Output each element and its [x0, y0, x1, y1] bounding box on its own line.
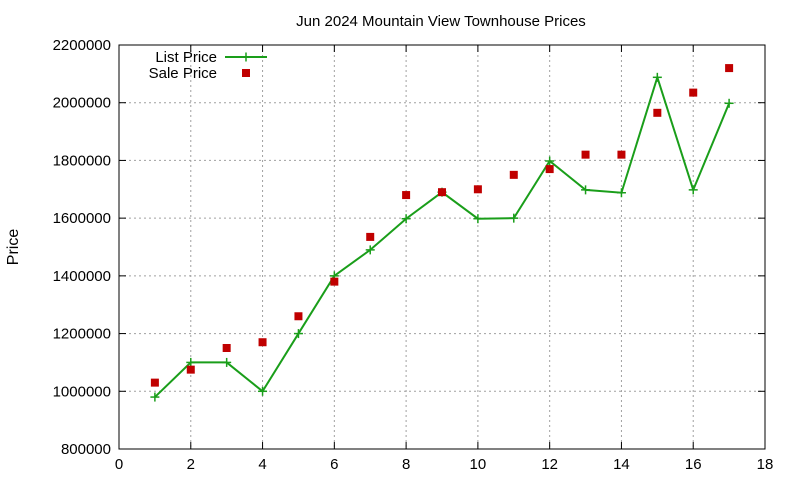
y-tick-label: 1000000: [53, 383, 111, 400]
list-price-point: [401, 214, 411, 224]
y-tick-label: 2000000: [53, 95, 111, 112]
list-price-point: [616, 188, 626, 198]
x-tick-label: 16: [685, 456, 702, 473]
sale-price-point: [509, 170, 518, 179]
x-tick-label: 18: [757, 456, 774, 473]
x-tick-label: 0: [115, 456, 123, 473]
y-tick-label: 1400000: [53, 268, 111, 285]
ticks-layer: 800000 1000000 1200000 1400000 1600000 180000…: [53, 37, 774, 473]
list-price-point: [581, 185, 591, 195]
sale-price-point: [617, 150, 626, 159]
sale-price-point: [150, 378, 159, 387]
list-price-point: [473, 214, 483, 224]
list-price-point: [724, 98, 734, 108]
y-tick-label: 800000: [61, 441, 111, 458]
sale-price-point: [222, 344, 231, 352]
plot-frame: [118, 44, 766, 450]
y-tick-label: 1600000: [53, 210, 111, 227]
list-price-point: [293, 329, 303, 339]
list-price-point: [688, 185, 698, 195]
sale-price-point: [725, 64, 734, 73]
list-price-point: [222, 357, 232, 367]
y-tick-label: 1800000: [53, 152, 111, 169]
x-tick-label: 2: [187, 456, 195, 473]
sale-price-point: [366, 232, 375, 241]
sale-price-point: [581, 150, 590, 159]
list-price-point: [186, 357, 196, 367]
x-tick-label: 6: [330, 456, 338, 473]
x-tick-label: 14: [613, 456, 630, 473]
series-layer: [150, 64, 734, 402]
list-price-point: [652, 72, 662, 82]
list-price-point: [545, 156, 555, 166]
legend-label: List Price: [155, 49, 217, 66]
y-tick-label: 2200000: [53, 37, 111, 54]
list-price-point: [258, 386, 268, 396]
sale-price-point: [294, 312, 303, 321]
x-tick-label: 12: [541, 456, 558, 473]
y-tick-label: 1200000: [53, 326, 111, 343]
legend-label: Sale Price: [149, 65, 217, 82]
list-price-point: [150, 392, 160, 402]
list-price-point: [509, 213, 519, 223]
chart-title: Jun 2024 Mountain View Townhouse Prices: [296, 13, 586, 30]
sale-price-point: [330, 277, 339, 286]
x-tick-label: 4: [258, 456, 266, 473]
sale-price-point: [689, 88, 698, 97]
y-axis-label: Price: [5, 229, 22, 266]
sale-price-point: [186, 365, 195, 374]
series-0: [150, 72, 734, 402]
sale-price-point: [545, 165, 554, 174]
series-1: [150, 64, 734, 387]
sale-price-point: [473, 185, 482, 194]
list-price-line: [154, 73, 731, 398]
sale-price-point: [258, 338, 267, 347]
x-tick-label: 10: [470, 456, 487, 473]
grid-layer: [119, 45, 765, 449]
x-tick-label: 8: [402, 456, 410, 473]
legend-plus-sample: [241, 52, 251, 62]
list-price-point: [365, 245, 375, 255]
sale-price-point: [438, 188, 446, 197]
sale-price-point: [402, 191, 411, 200]
sale-price-point: [653, 108, 662, 117]
legend-square-sample: [242, 69, 250, 77]
